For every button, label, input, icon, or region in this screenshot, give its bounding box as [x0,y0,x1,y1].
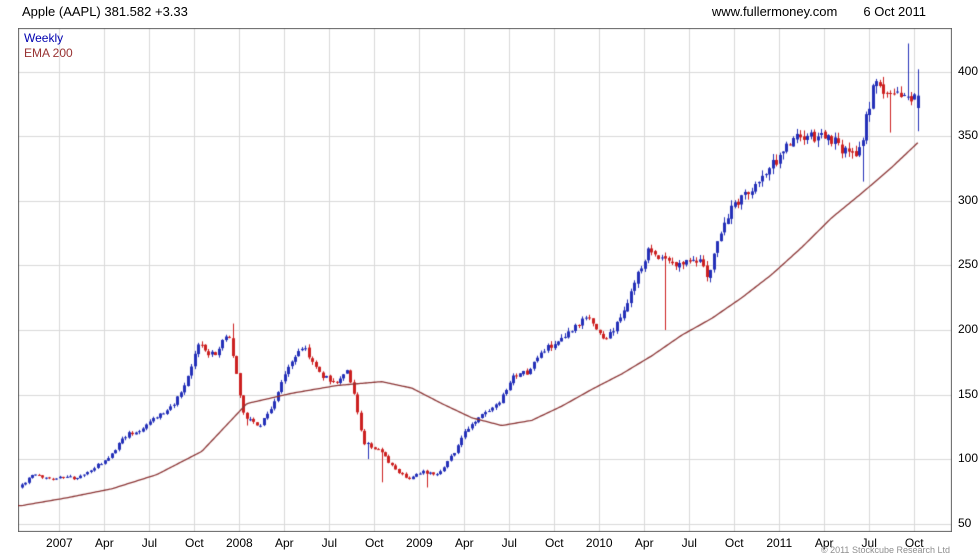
x-tick-label: Jul [321,536,337,550]
x-tick-label: Apr [634,536,654,550]
chart-header: Apple (AAPL) 381.582 +3.33 www.fullermon… [0,4,980,19]
legend-weekly-label: Weekly [24,31,64,45]
x-tick-label: Oct [904,536,924,550]
x-tick-label: Jul [141,536,158,550]
x-tick-label: Apr [454,536,474,550]
x-tick-label: Oct [724,536,744,550]
x-tick-label: Oct [544,536,564,550]
y-tick-label: 100 [958,451,979,466]
y-tick-label: 400 [958,63,979,78]
x-tick-label: 2009 [405,536,433,550]
chart-legend: Weekly EMA 200 [24,31,73,61]
x-tick-label: Apr [95,536,114,550]
y-tick-label: 150 [958,386,979,401]
x-tick-label: Jul [681,536,697,550]
x-tick-label: Oct [185,536,204,550]
x-tick-label: Apr [274,536,294,550]
copyright-notice: © 2011 Stockcube Research Ltd [820,545,950,555]
y-tick-label: 250 [958,257,979,272]
chart-date: 6 Oct 2011 [863,4,926,19]
x-tick-label: Jul [501,536,517,550]
legend-ema-label: EMA 200 [24,46,73,60]
y-tick-label: 200 [958,322,979,336]
y-tick-label: 300 [958,192,979,207]
page-title: Apple (AAPL) 381.582 +3.33 [22,4,188,19]
candlestick-canvas [18,28,952,532]
website-link[interactable]: www.fullermoney.com [711,4,838,19]
x-tick-label: 2010 [585,536,613,550]
x-tick-label: Apr [814,536,834,550]
y-tick-label: 350 [958,128,979,143]
x-tick-label: Oct [364,536,384,550]
x-tick-label: 2008 [225,536,253,550]
x-tick-label: Jul [861,536,877,550]
plot-area: Weekly EMA 200 400 350 300 250 200 150 100 50 2… [18,28,978,550]
y-tick-label: 50 [958,515,972,530]
x-tick-label: 2007 [46,536,73,550]
x-tick-label: 2011 [766,536,793,550]
